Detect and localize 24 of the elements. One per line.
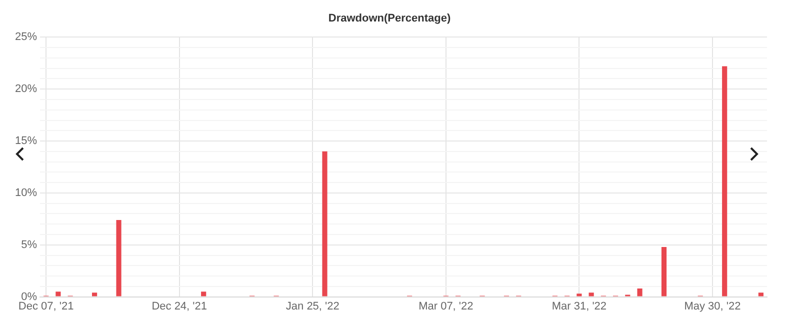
x-tick-label: Dec 07, '21 [18, 300, 74, 312]
chart-title: Drawdown(Percentage) [328, 12, 451, 25]
bar [201, 292, 206, 296]
bar [116, 220, 122, 296]
bar [322, 151, 328, 296]
y-tick-label: 10% [14, 186, 38, 199]
y-tick-label: 5% [21, 238, 38, 251]
bar [758, 292, 764, 296]
bar [56, 292, 61, 296]
y-tick-label: 20% [14, 83, 38, 96]
x-tick-label: Dec 24, '21 [152, 300, 208, 312]
bar [661, 246, 667, 296]
x-tick-label: Mar 31, '22 [552, 300, 607, 312]
bar [722, 66, 728, 296]
bar [588, 292, 594, 296]
bar [576, 294, 582, 296]
y-tick-label: 0% [21, 290, 38, 303]
x-tick-label: Jan 25, '22 [286, 300, 340, 312]
y-tick-label: 25% [14, 31, 38, 44]
x-tick-label: Mar 07, '22 [418, 300, 474, 312]
x-tick-label: May 30, '22 [684, 300, 741, 312]
bar [637, 288, 642, 296]
y-tick-label: 15% [14, 135, 38, 148]
bar [92, 292, 98, 296]
